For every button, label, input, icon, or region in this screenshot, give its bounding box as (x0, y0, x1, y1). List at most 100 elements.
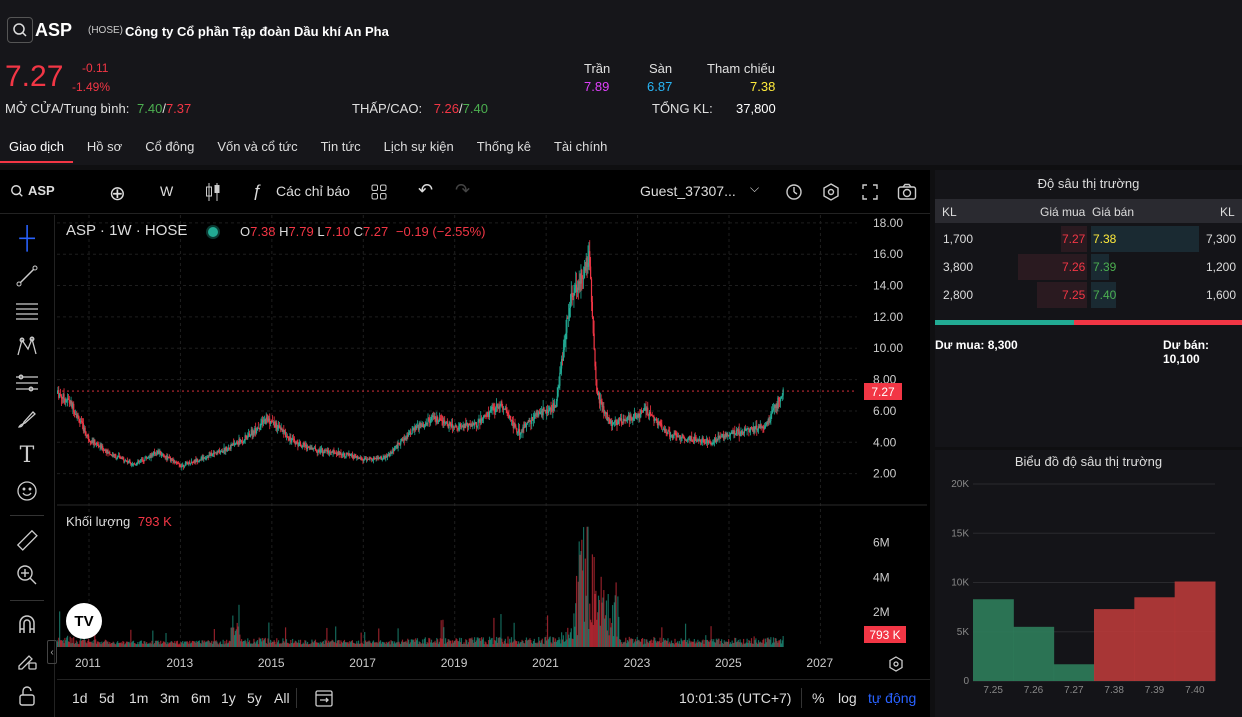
brush-icon[interactable] (14, 406, 40, 432)
range-3m[interactable]: 3m (160, 690, 180, 706)
range-5y[interactable]: 5y (247, 690, 262, 706)
tab-giao-dich[interactable]: Giao dịch (0, 133, 73, 163)
h-value: 7.79 (288, 224, 314, 239)
volume-bar (191, 640, 193, 647)
emoji-icon[interactable] (14, 478, 40, 504)
lock-drawing-icon[interactable] (14, 647, 40, 673)
volume-bar (479, 638, 481, 647)
range-1d[interactable]: 1d (72, 690, 88, 706)
volume-bar (670, 643, 672, 647)
volume-bar (266, 644, 268, 647)
volume-bar (107, 641, 109, 647)
candle-body (590, 278, 593, 302)
candle-body (260, 423, 262, 428)
collapse-toolbar-icon[interactable]: ‹ (47, 640, 57, 664)
candle-body (494, 410, 496, 413)
undo-icon[interactable]: ↶ (418, 180, 434, 200)
volume-bar (757, 644, 759, 647)
range-1y[interactable]: 1y (221, 690, 236, 706)
candle-body (395, 445, 397, 447)
compare-plus-icon[interactable]: ⊕ (109, 183, 126, 205)
candle-body (385, 455, 387, 459)
volume-bar (552, 637, 554, 647)
volume-bar (405, 640, 407, 647)
magnet-icon[interactable] (14, 611, 40, 637)
date-range-icon[interactable] (314, 688, 334, 713)
volume-bar (220, 644, 222, 647)
indicators-button[interactable]: Các chỉ báo (276, 183, 350, 199)
percent-scale-toggle[interactable]: % (812, 690, 825, 706)
interval-button[interactable]: W (160, 183, 174, 199)
indicators-icon[interactable]: ƒ (252, 181, 262, 200)
volume-bar (667, 638, 669, 647)
volume-bar (612, 605, 614, 647)
log-scale-toggle[interactable]: log (838, 690, 857, 706)
lock-icon[interactable] (14, 683, 40, 709)
candle-body (66, 398, 69, 401)
fullscreen-icon[interactable] (861, 183, 879, 206)
camera-icon[interactable] (897, 183, 917, 206)
pattern-icon[interactable] (14, 334, 40, 360)
auto-scale-toggle[interactable]: tự động (868, 690, 917, 706)
search-button[interactable] (7, 17, 33, 43)
text-icon[interactable]: T (19, 442, 35, 468)
volume-bar (138, 644, 140, 647)
volume-bar (513, 622, 515, 647)
candle-body (88, 440, 91, 442)
tab-von-co-tuc[interactable]: Vốn và cổ tức (217, 139, 298, 154)
tab-tai-chinh[interactable]: Tài chính (553, 139, 608, 154)
volume-bar (301, 644, 303, 647)
tab-tin-tuc[interactable]: Tin tức (320, 139, 361, 154)
orderbook-row[interactable]: 3,800 7.26 7.39 1,200 (935, 254, 1242, 280)
candle-body (585, 258, 587, 271)
volume-bar (764, 643, 766, 647)
year-tick-label: 2025 (715, 656, 742, 670)
tab-ho-so[interactable]: Hồ sơ (86, 139, 123, 154)
price-chart[interactable]: 2.004.006.008.0010.0012.0014.0016.0018.0… (57, 215, 927, 677)
projection-icon[interactable] (14, 370, 40, 396)
volume-bar (313, 642, 315, 647)
fib-retracement-icon[interactable] (14, 298, 40, 324)
range-5d[interactable]: 5d (99, 690, 115, 706)
redo-icon[interactable]: ↷ (455, 180, 471, 200)
candle-body (255, 430, 258, 434)
range-6m[interactable]: 6m (191, 690, 211, 706)
candle-body (112, 454, 114, 457)
candle-body (560, 368, 562, 373)
volume-bar (725, 641, 727, 647)
chevron-down-icon[interactable]: ⌵ (750, 181, 760, 195)
tab-thong-ke[interactable]: Thống kê (476, 139, 531, 154)
volume-bar (196, 640, 198, 647)
volume-bar (509, 638, 511, 647)
user-button[interactable]: Guest_37307... (640, 183, 736, 199)
tab-co-dong[interactable]: Cổ đông (145, 139, 195, 154)
tab-lich-su-kien[interactable]: Lịch sự kiện (383, 139, 454, 154)
settings-icon[interactable] (822, 183, 840, 206)
volume-bar (726, 641, 728, 647)
volume-bar (437, 639, 439, 647)
range-all[interactable]: All (274, 690, 290, 706)
orderbook-row[interactable]: 1,700 7.27 7.38 7,300 (935, 226, 1242, 252)
candle-type-icon[interactable] (205, 182, 221, 207)
ruler-icon[interactable] (14, 527, 40, 553)
orderbook-row[interactable]: 2,800 7.25 7.40 1,600 (935, 282, 1242, 308)
volume-bar (401, 639, 404, 647)
volume-bar (666, 640, 668, 647)
alert-icon[interactable] (785, 183, 803, 206)
candle-body (387, 454, 390, 456)
candle-body (492, 406, 494, 409)
trend-line-icon[interactable] (14, 263, 40, 289)
volume-bar (776, 641, 778, 647)
zoom-in-icon[interactable] (14, 562, 40, 588)
range-1m[interactable]: 1m (129, 690, 149, 706)
symbol-search[interactable]: ASP (10, 183, 55, 198)
candle-body (309, 447, 311, 449)
candle-body (577, 287, 579, 290)
crosshair-icon[interactable]: ┼ (19, 225, 35, 250)
scale-settings-icon[interactable] (887, 655, 905, 678)
clock-time[interactable]: 10:01:35 (UTC+7) (679, 690, 792, 706)
tradingview-logo[interactable]: TV (66, 603, 102, 639)
layout-grid-icon[interactable] (371, 184, 387, 205)
volume-bar (631, 638, 633, 647)
candle-body (246, 437, 248, 439)
